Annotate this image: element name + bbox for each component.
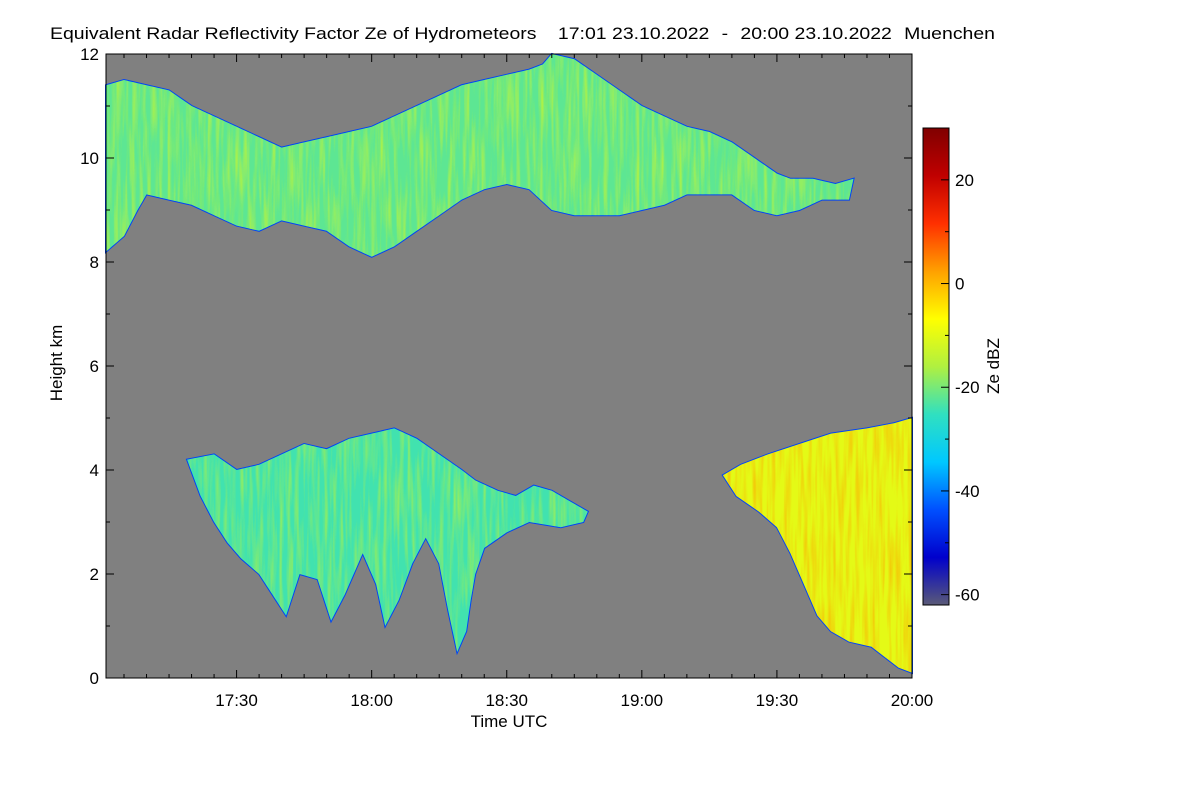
x-tick-label: 19:00 [621,691,664,710]
y-axis-label: Height km [47,325,66,402]
y-tick-label: 0 [90,669,99,688]
y-tick-label: 10 [80,149,99,168]
y-tick-label: 12 [80,45,99,64]
y-axis: 0 2 4 6 8 10 12 [80,45,912,688]
echo-region-3 [721,416,913,675]
echo-region-1 [105,52,855,258]
colorbar-tick-label: 20 [955,171,974,190]
period-separator: - [722,24,728,43]
colorbar [922,127,950,606]
echo-region-texture [722,418,912,673]
x-tick-label: 18:30 [485,691,528,710]
echo-region-2 [185,427,590,656]
period-start: 17:01 23.10.2022 [558,24,709,43]
x-axis: 17:30 18:00 18:30 19:00 19:30 20:00 [123,54,934,710]
colorbar-tick-label: 0 [955,275,964,294]
colorbar-tick-label: -40 [955,482,980,501]
echo-region-texture [187,428,588,652]
y-tick-label: 4 [90,461,99,480]
x-tick-label: 17:30 [215,691,258,710]
x-tick-label: 19:30 [756,691,799,710]
period-end: 20:00 23.10.2022 [740,24,891,43]
colorbar-axis: 20 0 -20 -40 -60 [941,127,980,605]
x-tick-label: 20:00 [891,691,934,710]
y-tick-label: 2 [90,565,99,584]
y-tick-label: 8 [90,253,99,272]
echo-layer [105,52,913,675]
colorbar-label: Ze dBZ [984,338,1003,394]
x-axis-label: Time UTC [471,712,548,731]
chart-title-line: Equivalent Radar Reflectivity Factor Ze … [50,24,995,43]
x-tick-label: 18:00 [350,691,393,710]
echo-region-texture [106,54,854,257]
y-tick-label: 6 [90,357,99,376]
location-label: Muenchen [904,24,995,43]
chart-title: Equivalent Radar Reflectivity Factor Ze … [50,24,536,43]
colorbar-tick-label: -60 [955,586,980,605]
colorbar-tick-label: -20 [955,378,980,397]
